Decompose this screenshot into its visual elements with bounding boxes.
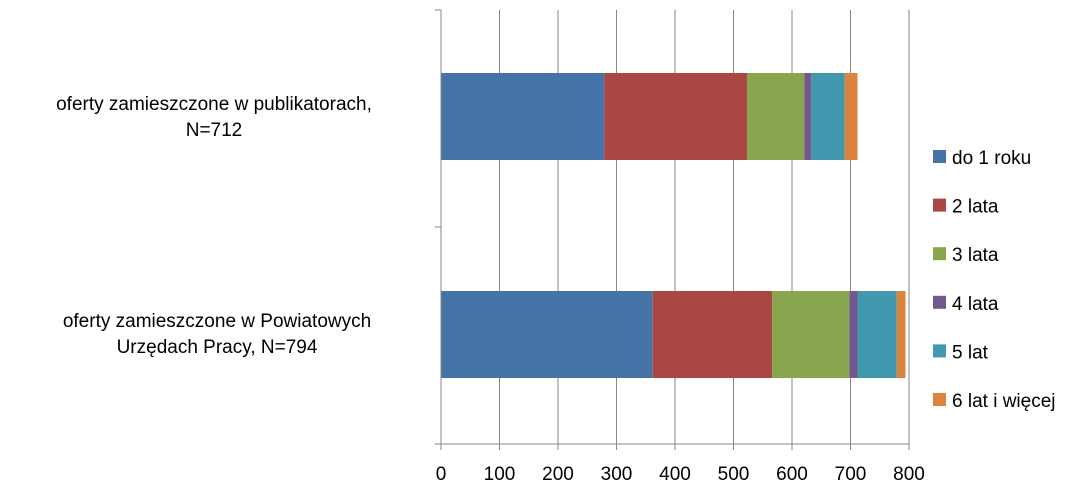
legend-label: 4 lata xyxy=(952,294,999,315)
legend-swatch xyxy=(933,295,946,309)
category-label-pup: oferty zamieszczone w Powiatowych Urzęda… xyxy=(0,309,434,361)
category-label-line: N=712 xyxy=(185,120,243,141)
x-tick-label: 200 xyxy=(542,464,574,485)
legend-swatch xyxy=(933,393,946,406)
legend-label: 2 lata xyxy=(952,197,999,218)
x-tick-label: 500 xyxy=(718,464,750,485)
category-label-line: Urzędach Pracy, N=794 xyxy=(116,337,318,358)
x-tick-label: 700 xyxy=(835,464,867,485)
x-tick-label: 100 xyxy=(484,464,516,485)
bar-segment-5-lat xyxy=(857,291,897,378)
bar-segment-6-lat-i-więcej xyxy=(896,291,906,378)
bar-segment-6-lat-i-więcej xyxy=(844,73,858,160)
bar-segment-4-lata xyxy=(849,291,858,378)
bar-segment-2-lata xyxy=(604,73,747,160)
category-label-line: oferty zamieszczone w publikatorach, xyxy=(56,94,372,115)
legend-label: 6 lat i więcej xyxy=(952,391,1056,412)
x-tick-label: 300 xyxy=(601,464,633,485)
legend-swatch xyxy=(933,247,946,261)
category-label-publikatory: oferty zamieszczone w publikatorach, N=7… xyxy=(4,92,424,144)
x-tick-label: 600 xyxy=(776,464,808,485)
legend-label: do 1 roku xyxy=(952,148,1031,169)
bar-segment-4-lata xyxy=(804,73,812,160)
bar-segment-do-1-roku xyxy=(441,291,653,378)
axes: 0 100 200 300 400 500 600 700 800 xyxy=(435,9,925,485)
legend-label: 5 lat xyxy=(952,342,989,363)
bar-segment-2-lata xyxy=(652,291,773,378)
x-tick-label: 800 xyxy=(893,464,925,485)
legend: do 1 roku 2 lata 3 lata 4 lata 5 lat 6 lat i … xyxy=(933,148,1056,412)
bar-segment-3-lata xyxy=(772,291,850,378)
legend-swatch xyxy=(933,198,946,212)
legend-swatch xyxy=(933,344,946,358)
bar-segment-5-lat xyxy=(811,73,845,160)
bar-segment-do-1-roku xyxy=(441,73,605,160)
x-tick-label: 0 xyxy=(436,464,447,485)
bars xyxy=(441,73,906,378)
legend-swatch xyxy=(933,150,946,163)
bar-segment-3-lata xyxy=(746,73,805,160)
x-tick-label: 400 xyxy=(659,464,691,485)
category-label-line: oferty zamieszczone w Powiatowych xyxy=(62,311,372,332)
legend-label: 3 lata xyxy=(952,245,999,266)
